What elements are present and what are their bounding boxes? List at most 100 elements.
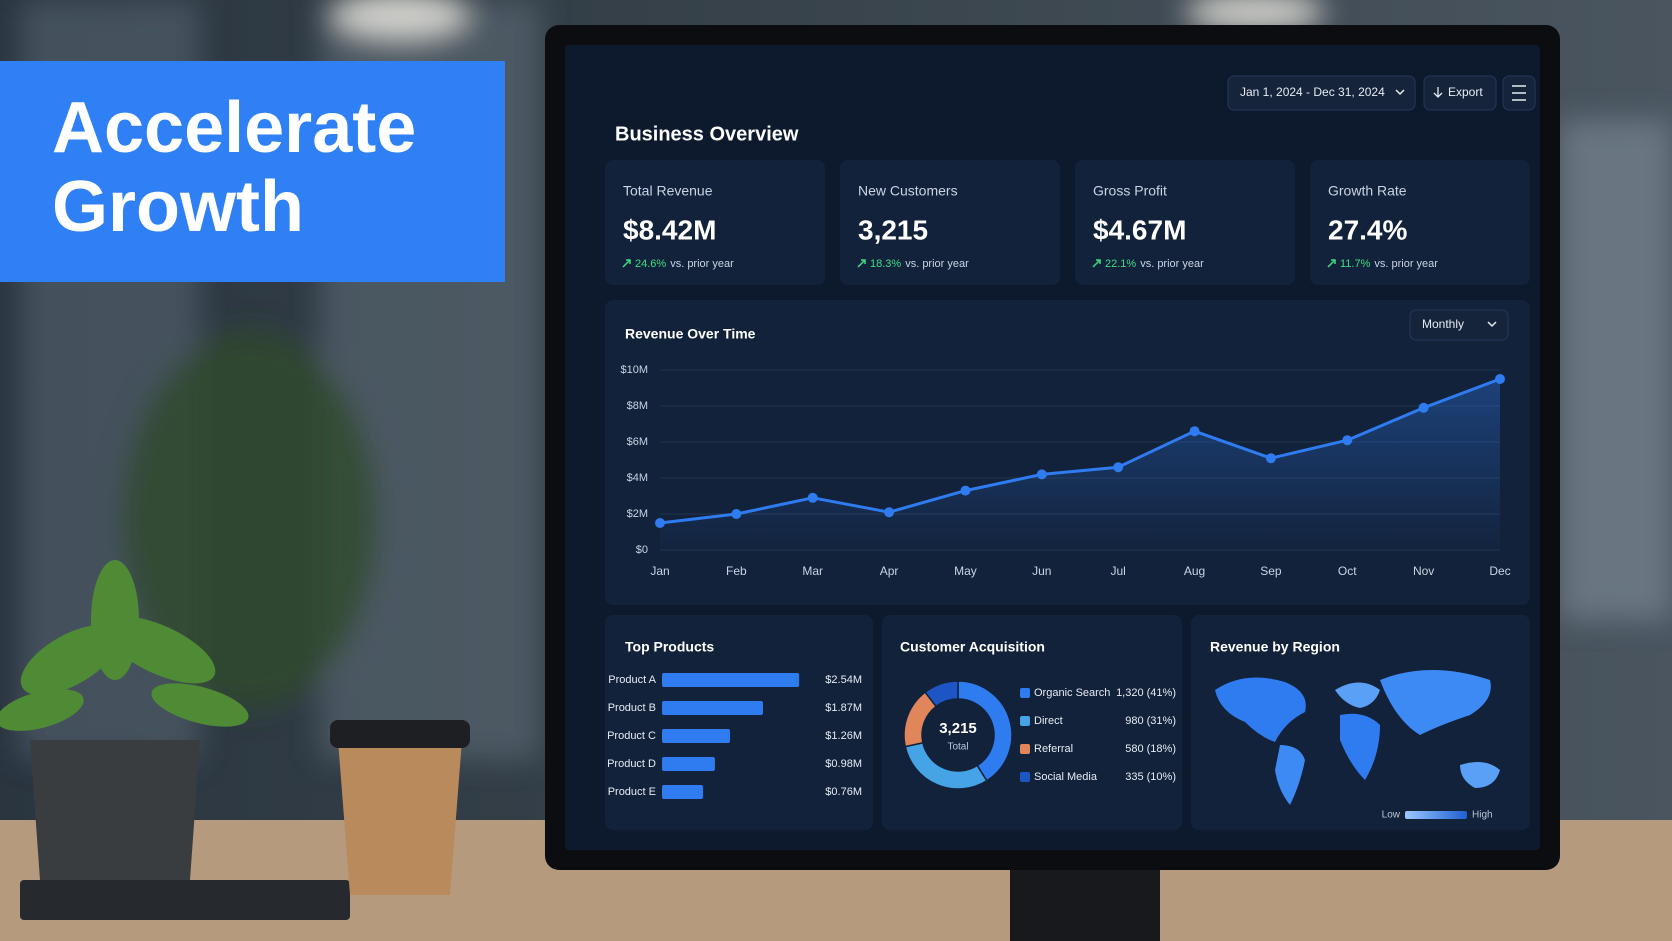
kpi-label: Growth Rate: [1328, 183, 1407, 199]
donut-caption: Total: [947, 742, 968, 753]
kpi-label: Total Revenue: [623, 183, 713, 199]
banner: [0, 61, 505, 282]
y-tick-label: $4M: [627, 472, 648, 484]
x-tick-label: Dec: [1489, 564, 1510, 578]
line-point: [1342, 435, 1353, 446]
x-tick-label: May: [954, 564, 977, 578]
legend-swatch: [1020, 772, 1030, 782]
plant-pot: [30, 740, 200, 880]
coffee-cup: [338, 740, 462, 895]
donut-segment: [924, 680, 959, 708]
panel-title: Revenue Over Time: [625, 326, 756, 342]
donut-total: 3,215: [939, 720, 977, 737]
line-point: [1113, 462, 1124, 473]
trend-icon: [1092, 259, 1101, 268]
y-tick-label: Product D: [607, 758, 656, 770]
line-point: [807, 492, 818, 503]
line-point: [655, 518, 665, 528]
line: [659, 377, 1501, 525]
monitor-stand: [1010, 860, 1160, 941]
kpi-label: New Customers: [858, 183, 958, 199]
x-tick-label: Aug: [1184, 564, 1205, 578]
value-label: 1,320 (41%): [1116, 687, 1176, 699]
line-point: [1265, 453, 1276, 464]
trend-icon: [857, 259, 866, 268]
bar: [662, 673, 800, 687]
line-point: [731, 509, 742, 519]
kpi-row: Total Revenue $8.42M 24.6% vs. prior year Ne…: [605, 160, 1530, 285]
kpi-card: [1310, 160, 1530, 285]
line-point: [1036, 469, 1047, 480]
export-button[interactable]: [1423, 75, 1497, 111]
kpi-card: [605, 160, 825, 285]
date-range: Jan 1, 2024 - Dec 31, 2024: [1240, 85, 1385, 99]
panel-title: Top Products: [625, 639, 714, 655]
dashboard-title: Business Overview: [615, 123, 799, 145]
kpi-value: 27.4%: [1328, 214, 1407, 245]
legend-high: High: [1472, 810, 1493, 821]
kpi-label: Gross Profit: [1093, 183, 1167, 199]
kpi-card: [840, 160, 1060, 285]
x-tick-label: Mar: [802, 564, 823, 578]
chevron: [1487, 321, 1497, 328]
value-label: 335 (10%): [1125, 771, 1176, 783]
panel-title: Customer Acquisition: [900, 639, 1045, 655]
value-label: $2.54M: [825, 674, 862, 686]
kpi-value: $8.42M: [623, 214, 716, 245]
legend-swatch: [1020, 716, 1030, 726]
line-point: [1189, 426, 1200, 437]
bar: [662, 757, 715, 771]
kpi-change: 18.3%: [870, 258, 901, 270]
legend-label: Social Media: [1034, 771, 1098, 783]
line-point: [960, 485, 971, 496]
line-point: [884, 507, 895, 518]
kpi-note: vs. prior year: [905, 258, 969, 270]
y-tick-label: Product B: [608, 702, 656, 714]
x-tick-label: Nov: [1413, 564, 1434, 578]
line-point: [1418, 402, 1429, 413]
legend-low: Low: [1382, 810, 1401, 821]
banner-title: Accelerate: [52, 88, 416, 168]
kpi-change: 22.1%: [1105, 258, 1136, 270]
value-label: $1.87M: [825, 702, 862, 714]
value-label: $0.76M: [825, 786, 862, 798]
kpi-value: $4.67M: [1093, 214, 1186, 245]
value-label: $1.26M: [825, 730, 862, 742]
products-panel: [605, 615, 873, 830]
y-tick-label: Product E: [608, 786, 656, 798]
y-tick-label: $0: [636, 544, 648, 556]
x-tick-label: Jun: [1032, 564, 1051, 578]
x-tick-label: Feb: [726, 564, 747, 578]
x-tick-label: Jan: [650, 564, 669, 578]
trend-icon: [622, 259, 631, 268]
period-select[interactable]: [1409, 309, 1509, 341]
bar: [662, 785, 704, 799]
x-tick-label: Jul: [1111, 564, 1126, 578]
legend-swatch: [1020, 744, 1030, 754]
value-label: 580 (18%): [1125, 743, 1176, 755]
kpi-change: 24.6%: [635, 258, 666, 270]
export-label: Export: [1448, 85, 1483, 99]
panel-title: Revenue by Region: [1210, 639, 1340, 655]
date-range-button[interactable]: [1227, 75, 1416, 111]
notebook: [20, 880, 350, 920]
chevron: [1395, 89, 1405, 96]
world-map: [1215, 670, 1500, 805]
x-tick-label: Apr: [880, 564, 899, 578]
legend-swatch: [1020, 688, 1030, 698]
line-area: [660, 379, 1500, 550]
kpi-note: vs. prior year: [670, 258, 734, 270]
legend-label: Referral: [1034, 743, 1073, 755]
banner-title: Growth: [52, 167, 304, 247]
x-tick-label: Oct: [1338, 564, 1357, 578]
value-label: $0.98M: [825, 758, 862, 770]
trend-icon: [1327, 259, 1336, 268]
y-tick-label: $2M: [627, 508, 648, 520]
donut-chart: Organic Search 1,320 (41%) Direct 980 (31%)…: [903, 680, 1176, 790]
bar-chart: Product A $2.54M Product B $1.87M Product C $…: [607, 673, 862, 799]
kpi-note: vs. prior year: [1140, 258, 1204, 270]
y-tick-label: $6M: [627, 436, 648, 448]
menu-icon: [1512, 85, 1526, 101]
